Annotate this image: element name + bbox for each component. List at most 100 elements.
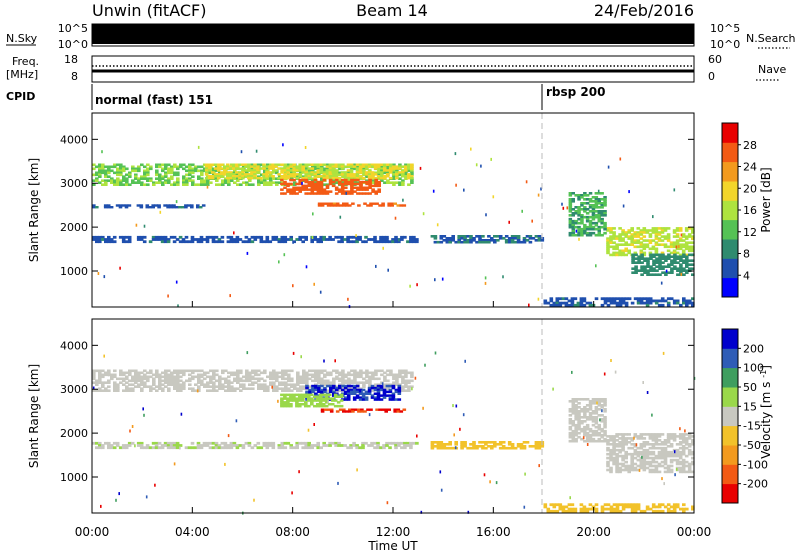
velocity-cell [612,446,616,450]
power-cell [374,178,378,182]
power-cell [670,261,674,264]
velocity-cell [330,403,335,406]
power-cell [439,240,444,244]
velocity-noise-cell [455,404,458,408]
velocity-cell [348,408,352,411]
power-cell [280,169,284,172]
power-cell [568,204,573,207]
power-cell [362,188,366,191]
velocity-cell [353,371,357,375]
velocity-cell [349,446,353,450]
velocity-cell [229,446,234,450]
power-cell [510,235,515,238]
velocity-cell [691,439,695,442]
velocity-cell [352,384,357,388]
velocity-cell [280,446,285,450]
power-cell [379,175,384,178]
power-cell [663,227,668,230]
power-cell [316,192,321,195]
velocity-cell [672,454,677,458]
power-cell [591,206,596,209]
power-cell [200,177,204,180]
velocity-cell [287,373,291,377]
nsky-tick-high: 10^5 [58,22,88,35]
power-cell [304,180,308,184]
velocity-cell [239,369,243,373]
velocity-cell [119,373,123,377]
power-cell [463,237,467,240]
power-cell [594,227,599,231]
power-cell [275,181,279,184]
colorbar-swatch [722,367,738,388]
power-cell [445,237,450,240]
velocity-cell [343,396,348,399]
power-cell [472,237,476,240]
velocity-cell [448,446,452,450]
power-cell [235,175,239,178]
velocity-noise-cell [271,385,273,389]
power-cell [631,271,635,274]
nsearch-label: N.Search [746,32,796,45]
velocity-cell [176,369,180,373]
power-cell [466,240,470,244]
power-cell [283,175,287,178]
power-noise-cell [409,284,411,288]
velocity-noise-cell [179,446,181,450]
power-cell [125,179,129,182]
velocity-cell [466,446,470,450]
velocity-cell [116,387,120,390]
power-cell [648,247,653,251]
velocity-cell [463,445,467,448]
velocity-noise-cell [92,386,95,390]
velocity-cell [140,377,144,381]
velocity-cell [172,441,177,445]
velocity-cell [624,439,628,442]
velocity-cell [615,460,619,464]
velocity-cell [182,371,186,375]
power-cell [633,239,638,242]
velocity-cell [648,443,653,446]
velocity-cell [215,369,219,373]
power-cell [624,303,629,307]
power-cell [392,181,396,184]
power-cell [187,204,191,207]
velocity-cell [310,397,314,400]
power-noise-cell [508,220,510,224]
velocity-cell [205,441,210,445]
velocity-cell [308,385,312,388]
velocity-cell [600,507,605,511]
velocity-cell [567,507,572,511]
power-cell [370,173,375,176]
velocity-cell [238,444,243,447]
velocity-cell [302,387,306,390]
velocity-cell [368,377,372,381]
power-cell [365,179,369,182]
velocity-cell [678,470,683,474]
velocity-cell [666,433,671,436]
velocity-cell [561,509,566,513]
power-cell [606,249,610,253]
velocity-cell [580,408,584,411]
colorbar-tick-label: -200 [743,478,768,491]
velocity-cell [317,373,321,377]
power-cell [265,165,269,168]
power-cell [684,243,689,246]
velocity-cell [537,446,542,450]
power-cell [151,235,156,239]
power-cell [570,299,575,303]
power-cell [675,251,680,255]
power-cell [646,261,650,264]
colorbar-swatch [722,161,738,182]
power-cell [319,184,324,188]
velocity-cell [329,390,333,394]
power-cell [145,204,150,207]
power-cell [654,233,659,236]
power-cell [239,183,243,186]
power-noise-cell [562,206,565,210]
power-cell [672,231,677,234]
velocity-cell [645,452,650,456]
power-cell [383,171,387,175]
velocity-cell [594,398,599,401]
power-cell [236,177,240,180]
